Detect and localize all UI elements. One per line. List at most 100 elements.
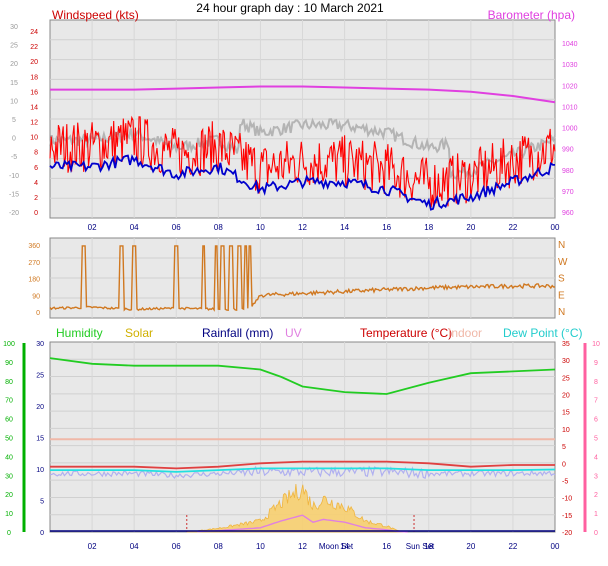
time-tick-label: 20	[466, 223, 475, 232]
humidity-axis-tick-label: 70	[5, 398, 13, 405]
uv-axis-tick-label: 5	[594, 436, 598, 443]
time-tick-label: 00	[551, 223, 560, 232]
temp-legend: Humidity Solar Rainfall (mm) UV Temperat…	[56, 326, 582, 340]
time-tick-label: 16	[382, 223, 391, 232]
dir-left-tick-label: 180	[28, 277, 40, 284]
wind-outer-tick-label: 10	[10, 98, 18, 105]
temp-axis-tick-label: -20	[562, 530, 572, 537]
wind-outer-tick-label: -10	[9, 173, 19, 180]
humidity-label: Humidity	[56, 326, 103, 340]
humidity-axis-tick-label: 50	[5, 436, 13, 443]
dir-right-tick-label: S	[558, 274, 565, 285]
time-tick-label: 10	[256, 542, 265, 551]
dewpoint-series-line	[50, 467, 556, 473]
wind-direction-series-line	[49, 245, 556, 312]
solar-area	[186, 484, 408, 533]
baro-tick-label: 960	[562, 210, 574, 217]
temp-axis-tick-label: 35	[562, 341, 570, 348]
windspeed-axis-label: Windspeed (kts)	[52, 8, 139, 22]
wind-outer-tick-label: -5	[11, 154, 17, 161]
wind-inner-tick-label: 8	[34, 150, 38, 157]
temp-time-axis: 02 04 06 08 10 12 14 16 18 20 22 00	[88, 542, 560, 551]
wind-inner-tick-label: 16	[30, 89, 38, 96]
temp-axis-tick-label: 20	[562, 393, 570, 400]
uv-axis-tick-label: 4	[594, 454, 598, 461]
temp-axis-tick-label: -5	[562, 478, 568, 485]
wind-inner-tick-label: 12	[30, 120, 38, 127]
temp-axis-tick-label: 5	[562, 444, 566, 451]
direction-grid	[50, 238, 555, 318]
rainfall-label: Rainfall (mm)	[202, 326, 273, 340]
time-tick-label: 04	[130, 542, 139, 551]
barometer-axis-label: Barometer (hpa)	[488, 8, 575, 22]
uv-label: UV	[285, 326, 302, 340]
rain-axis-tick-label: 10	[36, 467, 44, 474]
temp-axis-tick-label: -10	[562, 496, 572, 503]
temp-axis-tick-label: 25	[562, 375, 570, 382]
direction-series	[49, 245, 556, 312]
rain-axis-tick-label: 25	[36, 373, 44, 380]
uv-series-line	[197, 514, 408, 533]
time-tick-label: 06	[172, 223, 181, 232]
humidity-axis-tick-label: 80	[5, 379, 13, 386]
uv-axis-tick-label: 1	[594, 511, 598, 518]
wind-outer-tick-label: -20	[9, 210, 19, 217]
wind-outer-tick-label: 25	[10, 43, 18, 50]
temperature-right-ticks: 35 30 25 20 15 10 5 0 -5 -10 -15 -20	[562, 341, 572, 537]
time-tick-label: 22	[508, 223, 517, 232]
windspeed-series-line	[49, 115, 556, 209]
time-tick-label: 06	[172, 542, 181, 551]
time-tick-label: 22	[508, 542, 517, 551]
wind-outer-tick-label: 15	[10, 80, 18, 87]
wind-inner-tick-label: 14	[30, 104, 38, 111]
rain-axis-tick-label: 15	[36, 436, 44, 443]
time-tick-label: 02	[88, 223, 97, 232]
temp-axis-tick-label: 15	[562, 410, 570, 417]
temp-axis-tick-label: 30	[562, 358, 570, 365]
solar-label: Solar	[125, 326, 153, 340]
humidity-series-line	[49, 357, 556, 395]
uv-axis-tick-label: 3	[594, 473, 598, 480]
rain-axis-tick-label: 5	[40, 499, 44, 506]
barometer-right-ticks: 1040 1030 1020 1010 1000 990 980 970 960	[562, 41, 578, 217]
wind-outer-tick-label: 0	[12, 136, 16, 143]
humidity-axis-tick-label: 40	[5, 454, 13, 461]
wind-inner-tick-label: 0	[34, 210, 38, 217]
dir-left-tick-label: 360	[28, 243, 40, 250]
temp-axis-tick-label: 0	[562, 461, 566, 468]
dir-right-tick-label: N	[558, 307, 565, 318]
wind-inner-tick-label: 20	[30, 59, 38, 66]
direction-left-ticks: 360 270 180 90 0	[28, 243, 40, 317]
uv-axis-tick-label: 9	[594, 360, 598, 367]
humidity-axis-tick-label: 20	[5, 492, 13, 499]
rain-axis-tick-label: 20	[36, 404, 44, 411]
temperature-series-line	[50, 460, 555, 470]
wind-outer-tick-label: 30	[10, 24, 18, 31]
wind-grid	[50, 20, 555, 218]
rain-axis-tick-label: 0	[40, 530, 44, 537]
humidity-axis-tick-label: 90	[5, 360, 13, 367]
uv-axis-tick-label: 10	[592, 341, 600, 348]
rain-axis-tick-label: 30	[36, 341, 44, 348]
temp-axis-tick-label: -15	[562, 513, 572, 520]
humidity-axis-tick-label: 60	[5, 417, 13, 424]
wind-inner-tick-label: 10	[30, 135, 38, 142]
wind-average-series-line	[49, 154, 556, 211]
wind-inner-tick-label: 18	[30, 74, 38, 81]
humidity-axis-tick-label: 100	[3, 341, 15, 348]
time-tick-label: 12	[298, 223, 307, 232]
baro-tick-label: 1040	[562, 41, 578, 48]
time-tick-label: 08	[214, 223, 223, 232]
rain-inner-left-ticks: 30 25 20 15 10 5 0	[36, 341, 44, 537]
barometer-series-line	[50, 85, 556, 104]
time-tick-label: 12	[298, 542, 307, 551]
baro-tick-label: 990	[562, 147, 574, 154]
wind-outer-left-ticks: 30 25 20 15 10 5 0 -5 -10 -15 -20	[9, 24, 19, 217]
humidity-axis-tick-label: 30	[5, 473, 13, 480]
baro-tick-label: 980	[562, 168, 574, 175]
time-tick-label: 18	[424, 542, 433, 551]
